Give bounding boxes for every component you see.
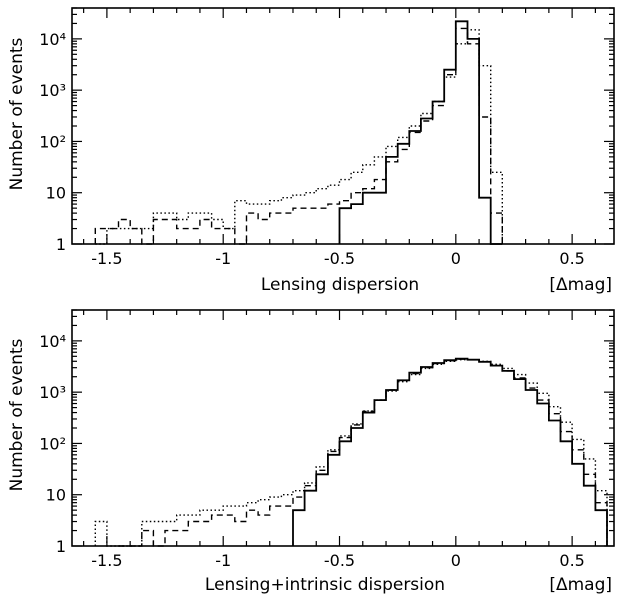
panel-lensing-dispersion: -1.5 -1 -0.5 0 0.5 1 10 10² 10³ 10⁴ Lensing dispe… <box>7 7 615 295</box>
y-tick-label: 10⁴ <box>39 332 66 351</box>
x-tick-label: -0.5 <box>324 249 355 268</box>
plot-frame <box>71 309 615 547</box>
x-tick-label: 0.5 <box>559 249 584 268</box>
y-tick-label: 10 <box>46 486 66 505</box>
panel-lensing-intrinsic-dispersion: -1.5 -1 -0.5 0 0.5 1 10 10² 10³ 10⁴ Lensing+intri… <box>7 309 615 595</box>
x-tick-label: 0 <box>451 551 461 570</box>
series-dotted-histogram <box>94 359 608 547</box>
y-axis-label: Number of events <box>7 338 27 491</box>
y-tick-label: 10³ <box>39 81 66 100</box>
x-tick-label: -1 <box>215 551 231 570</box>
y-tick-label: 10² <box>39 132 66 151</box>
x-axis-unit: [Δmag] <box>549 575 612 595</box>
x-axis-label: Lensing dispersion <box>261 275 419 295</box>
y-tick-label: 10² <box>39 434 66 453</box>
x-axis-unit: [Δmag] <box>549 275 612 295</box>
series-solid-histogram <box>292 357 608 546</box>
series-solid-histogram <box>338 20 503 245</box>
series-dashed-histogram <box>94 27 503 245</box>
y-axis-label: Number of events <box>7 37 27 190</box>
series-dashed-histogram <box>118 358 608 547</box>
y-tick-label: 10⁴ <box>39 30 66 49</box>
y-tick-label: 1 <box>56 235 66 254</box>
x-tick-label: -1.5 <box>91 551 122 570</box>
x-tick-label: 0.5 <box>559 551 584 570</box>
x-tick-label: 0 <box>451 249 461 268</box>
y-tick-label: 10³ <box>39 383 66 402</box>
x-axis-label: Lensing+intrinsic dispersion <box>205 575 445 595</box>
x-tick-label: -0.5 <box>324 551 355 570</box>
x-tick-label: -1.5 <box>91 249 122 268</box>
series-dotted-histogram <box>95 29 503 245</box>
y-tick-label: 10 <box>46 184 66 203</box>
x-tick-label: -1 <box>215 249 231 268</box>
y-tick-label: 1 <box>56 537 66 556</box>
